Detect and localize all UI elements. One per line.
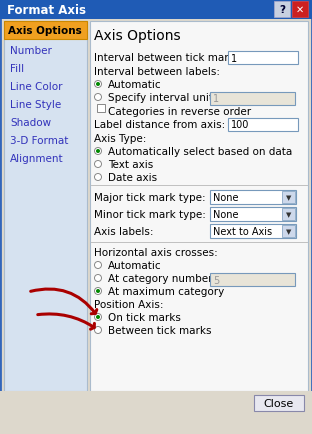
Text: 3-D Format: 3-D Format: [10, 136, 68, 146]
Text: Format Axis: Format Axis: [7, 3, 86, 16]
Text: Line Color: Line Color: [10, 82, 62, 92]
Text: 100: 100: [231, 120, 249, 130]
Text: Axis Options: Axis Options: [94, 29, 181, 43]
Text: Text axis: Text axis: [108, 160, 153, 170]
FancyBboxPatch shape: [274, 2, 290, 18]
Circle shape: [95, 81, 101, 88]
Circle shape: [95, 275, 101, 282]
FancyBboxPatch shape: [210, 273, 295, 286]
FancyBboxPatch shape: [210, 207, 296, 221]
Circle shape: [95, 148, 101, 155]
Text: Fill: Fill: [10, 64, 24, 74]
Text: 1: 1: [213, 94, 219, 104]
Circle shape: [96, 150, 100, 154]
Text: At maximum category: At maximum category: [108, 286, 224, 296]
Text: Line Style: Line Style: [10, 100, 61, 110]
Text: None: None: [213, 210, 238, 220]
Text: Between tick marks: Between tick marks: [108, 325, 212, 335]
FancyBboxPatch shape: [282, 226, 295, 237]
FancyBboxPatch shape: [254, 395, 304, 411]
Text: Alignment: Alignment: [10, 154, 64, 164]
Text: Automatic: Automatic: [108, 260, 162, 270]
Text: 5: 5: [213, 275, 219, 285]
Circle shape: [95, 327, 101, 334]
Text: Automatic: Automatic: [108, 80, 162, 90]
FancyBboxPatch shape: [228, 52, 298, 65]
FancyBboxPatch shape: [282, 208, 295, 220]
Text: 1: 1: [231, 53, 237, 63]
FancyBboxPatch shape: [97, 105, 105, 113]
FancyBboxPatch shape: [210, 191, 296, 204]
Circle shape: [96, 315, 100, 319]
Text: Categories in reverse order: Categories in reverse order: [108, 107, 251, 117]
Text: Axis labels:: Axis labels:: [94, 227, 154, 237]
Text: ▼: ▼: [286, 228, 292, 234]
Text: Date axis: Date axis: [108, 173, 157, 183]
Text: ✕: ✕: [296, 5, 304, 15]
Text: Number: Number: [10, 46, 52, 56]
Circle shape: [96, 289, 100, 293]
FancyBboxPatch shape: [0, 0, 312, 20]
Circle shape: [95, 161, 101, 168]
Text: Axis Options: Axis Options: [8, 26, 82, 36]
Text: Axis Type:: Axis Type:: [94, 134, 146, 144]
Text: ▼: ▼: [286, 211, 292, 217]
Text: Shadow: Shadow: [10, 118, 51, 128]
FancyBboxPatch shape: [292, 2, 308, 18]
FancyBboxPatch shape: [282, 191, 295, 204]
Text: Automatically select based on data: Automatically select based on data: [108, 147, 292, 157]
Text: At category number:: At category number:: [108, 273, 216, 283]
Text: Horizontal axis crosses:: Horizontal axis crosses:: [94, 247, 218, 257]
Text: Interval between labels:: Interval between labels:: [94, 67, 220, 77]
Text: Close: Close: [264, 398, 294, 408]
FancyBboxPatch shape: [4, 22, 87, 391]
FancyBboxPatch shape: [90, 22, 308, 391]
Circle shape: [95, 314, 101, 321]
Text: Minor tick mark type:: Minor tick mark type:: [94, 210, 206, 220]
FancyBboxPatch shape: [0, 391, 312, 434]
Text: None: None: [213, 193, 238, 203]
Text: Position Axis:: Position Axis:: [94, 299, 163, 309]
Text: On tick marks: On tick marks: [108, 312, 181, 322]
Text: Major tick mark type:: Major tick mark type:: [94, 193, 206, 203]
Text: Next to Axis: Next to Axis: [213, 227, 272, 237]
Text: ▼: ▼: [286, 194, 292, 201]
FancyBboxPatch shape: [210, 224, 296, 238]
Circle shape: [95, 262, 101, 269]
FancyBboxPatch shape: [4, 22, 87, 40]
Circle shape: [96, 83, 100, 87]
Text: Interval between tick marks:: Interval between tick marks:: [94, 53, 244, 63]
Text: ?: ?: [279, 5, 285, 15]
Circle shape: [95, 94, 101, 101]
Circle shape: [95, 288, 101, 295]
Circle shape: [95, 174, 101, 181]
Text: Specify interval unit:: Specify interval unit:: [108, 93, 217, 103]
Text: Label distance from axis:: Label distance from axis:: [94, 120, 225, 130]
FancyBboxPatch shape: [228, 119, 298, 132]
FancyBboxPatch shape: [210, 93, 295, 106]
